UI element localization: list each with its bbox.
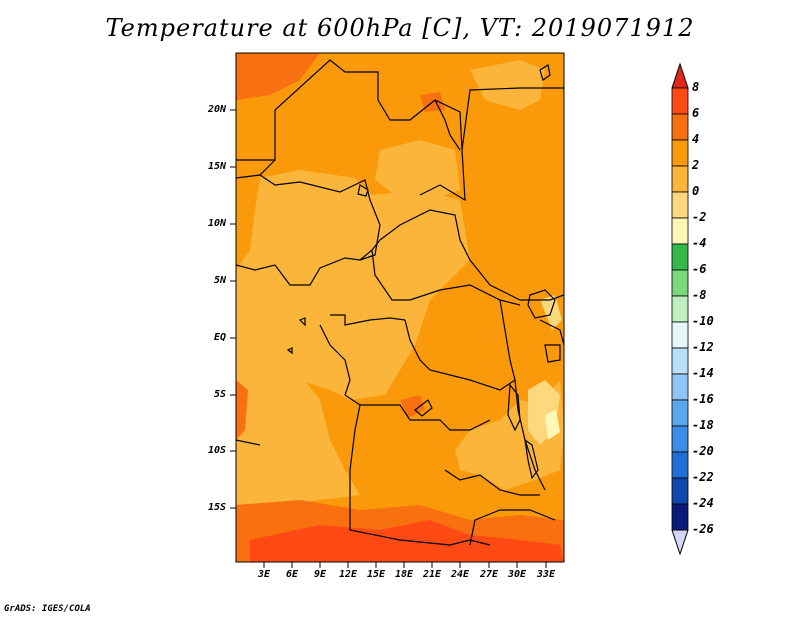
lon-label: 6E [285,569,299,580]
colorbar-label: 4 [692,132,700,146]
colorbar-swatch [671,425,689,453]
colorbar-label: -22 [692,470,714,484]
colorbar-top-arrow [671,62,689,89]
colorbar-swatch [671,477,689,505]
lon-label: 21E [422,569,442,580]
lon-label: 3E [257,569,271,580]
colorbar-label: 6 [692,106,700,120]
colorbar-label: 8 [692,80,700,94]
lon-label: 27E [479,569,499,580]
lon-label: 24E [450,569,470,580]
colorbar-swatch [671,217,689,245]
colorbar-swatch [671,87,689,115]
lat-label: EQ [213,332,226,343]
lon-label: 9E [313,569,327,580]
colorbar-label: -4 [692,236,707,250]
colorbar-bottom-arrow [671,529,689,556]
colorbar-label: -26 [692,522,714,536]
axis-ticks [230,109,547,568]
colorbar-swatch [671,113,689,141]
lat-label: 10N [207,218,226,229]
colorbar-label: 0 [692,184,700,198]
colorbar-label: -14 [692,366,714,380]
colorbar-label: -12 [692,340,714,354]
lon-label: 33E [536,569,556,580]
colorbar-swatch [671,399,689,427]
colorbar-swatch [671,269,689,297]
lat-label: 15N [207,161,226,172]
colorbar-swatch [671,373,689,401]
lon-label: 12E [338,569,358,580]
colorbar-swatch [671,503,689,531]
colorbar-label: -18 [692,418,714,432]
colorbar-label: -16 [692,392,714,406]
colorbar-label: -8 [692,288,707,302]
lon-label: 15E [366,569,386,580]
colorbar-label: -2 [692,210,707,224]
colorbar-label: -24 [692,496,714,510]
colorbar-label: -10 [692,314,714,328]
map-title: Temperature at 600hPa [C], VT: 201907191… [105,14,695,42]
colorbar-label: -20 [692,444,714,458]
lon-label: 18E [394,569,414,580]
credit-text: GrADS: IGES/COLA [4,604,91,614]
colorbar-swatch [671,451,689,479]
colorbar-label: -6 [692,262,707,276]
lat-label: 10S [207,445,226,456]
colorbar-swatch [671,295,689,323]
lon-label: 30E [507,569,527,580]
colorbar-swatch [671,191,689,219]
colorbar-swatch [671,243,689,271]
colorbar-label: 2 [692,158,700,172]
colorbar-swatch [671,321,689,349]
country-borders [236,59,564,546]
colorbar-swatch [671,347,689,375]
colorbar [671,62,689,556]
lat-label: 15S [207,502,226,513]
temperature-field [236,53,564,562]
colorbar-swatch [671,139,689,167]
lat-label: 5S [213,389,226,400]
lat-label: 5N [213,275,226,286]
colorbar-swatch [671,165,689,193]
map-frame [235,52,565,563]
lat-label: 20N [207,104,226,115]
